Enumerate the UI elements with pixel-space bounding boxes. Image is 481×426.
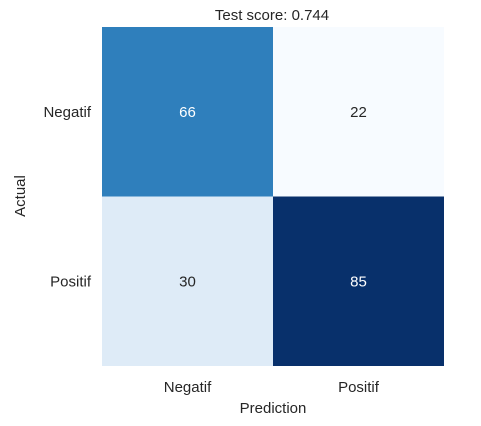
y-tick-label-0: Negatif: [43, 104, 91, 121]
y-tick-label-1: Positif: [50, 273, 92, 290]
heatmap-cell-value-1-1: 85: [350, 273, 367, 290]
x-tick-label-1: Positif: [338, 379, 380, 396]
heatmap-cell-1-0: [102, 196, 273, 366]
y-axis-label: Actual: [12, 175, 29, 217]
y-tick-labels: Negatif Positif: [43, 104, 91, 291]
heatmap-cells: [102, 27, 444, 366]
heatmap-cell-labels: 66 22 30 85: [179, 104, 367, 291]
heatmap-cell-value-0-0: 66: [179, 104, 196, 121]
heatmap-cell-value-1-0: 30: [179, 273, 196, 290]
x-tick-label-0: Negatif: [164, 379, 212, 396]
x-axis-label: Prediction: [240, 400, 307, 417]
heatmap-cell-0-0: [102, 27, 273, 197]
x-tick-labels: Negatif Positif: [164, 379, 380, 396]
heatmap-cell-0-1: [273, 27, 444, 197]
heatmap-cell-value-0-1: 22: [350, 104, 367, 121]
heatmap-cell-1-1: [273, 196, 444, 366]
chart-title: Test score: 0.744: [215, 7, 329, 24]
